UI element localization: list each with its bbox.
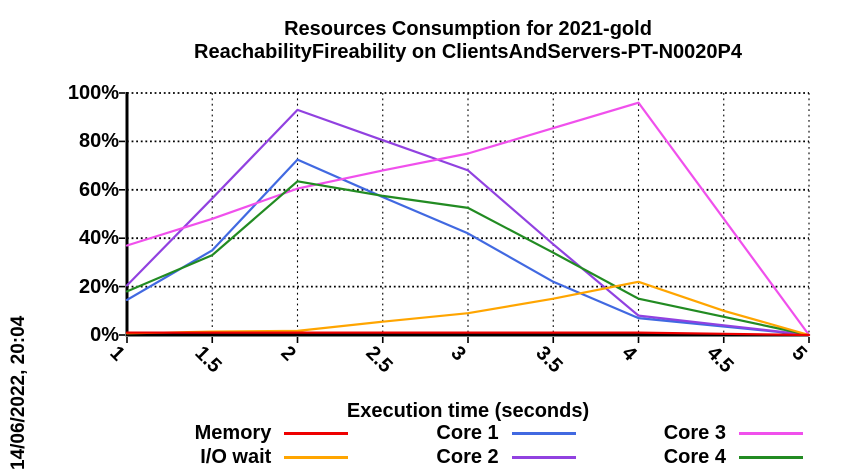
series-line-core-1 bbox=[125, 158, 811, 337]
legend-swatch-core-2 bbox=[511, 455, 576, 459]
series-line-core-4 bbox=[125, 180, 811, 337]
y-tick-label-0: 0% bbox=[90, 324, 119, 346]
x-tick-label-4.5: 4.5 bbox=[702, 342, 738, 378]
legend-item-core-3: Core 3 bbox=[582, 421, 809, 445]
x-tick-label-2: 2 bbox=[275, 342, 300, 366]
legend-label-core-3: Core 3 bbox=[663, 421, 726, 444]
series-line-memory bbox=[125, 331, 811, 337]
x-tick-label-1.5: 1.5 bbox=[190, 342, 226, 378]
legend-swatch-core-4 bbox=[738, 455, 803, 459]
y-tick-label-20: 20% bbox=[78, 275, 119, 298]
legend-item-core-2: Core 2 bbox=[354, 445, 581, 469]
chart-title-line2: ReachabilityFireability on ClientsAndSer… bbox=[194, 41, 742, 63]
legend-swatch-core-1 bbox=[511, 431, 576, 435]
legend: Memory Core 1 Core 3 I/O wait Core 2 Core 4 bbox=[127, 421, 809, 469]
legend-swatch-i-o-wait bbox=[284, 455, 349, 459]
legend-label-core-4: Core 4 bbox=[663, 445, 726, 468]
x-tick-label-2.5: 2.5 bbox=[361, 342, 397, 378]
legend-label-memory: Memory bbox=[194, 421, 272, 444]
y-tick-label-80: 80% bbox=[78, 130, 119, 153]
legend-label-core-2: Core 2 bbox=[436, 445, 499, 468]
x-tick-label-5: 5 bbox=[787, 342, 811, 366]
legend-item-core-1: Core 1 bbox=[354, 421, 581, 445]
legend-swatch-memory bbox=[284, 431, 349, 435]
legend-swatch-core-3 bbox=[738, 431, 803, 435]
legend-item-i-o-wait: I/O wait bbox=[127, 445, 354, 469]
legend-label-i-o-wait: I/O wait bbox=[200, 445, 272, 468]
legend-item-core-4: Core 4 bbox=[582, 445, 809, 469]
x-axis-title: Execution time (seconds) bbox=[346, 400, 590, 422]
legend-item-memory: Memory bbox=[127, 421, 354, 445]
y-tick-label-40: 40% bbox=[78, 227, 119, 250]
series-line-i-o-wait bbox=[125, 280, 811, 337]
y-tick-label-100: 100% bbox=[67, 82, 119, 104]
chart-title-line1: Resources Consumption for 2021-gold bbox=[284, 18, 652, 40]
series-line-core-2 bbox=[125, 108, 811, 337]
x-tick-label-3.5: 3.5 bbox=[531, 342, 567, 378]
plot-area bbox=[119, 92, 811, 343]
series-line-core-3 bbox=[125, 101, 811, 337]
x-tick-label-3: 3 bbox=[446, 342, 470, 366]
legend-label-core-1: Core 1 bbox=[436, 421, 499, 444]
y-tick-label-60: 60% bbox=[78, 178, 119, 201]
x-tick-label-4: 4 bbox=[616, 342, 641, 366]
